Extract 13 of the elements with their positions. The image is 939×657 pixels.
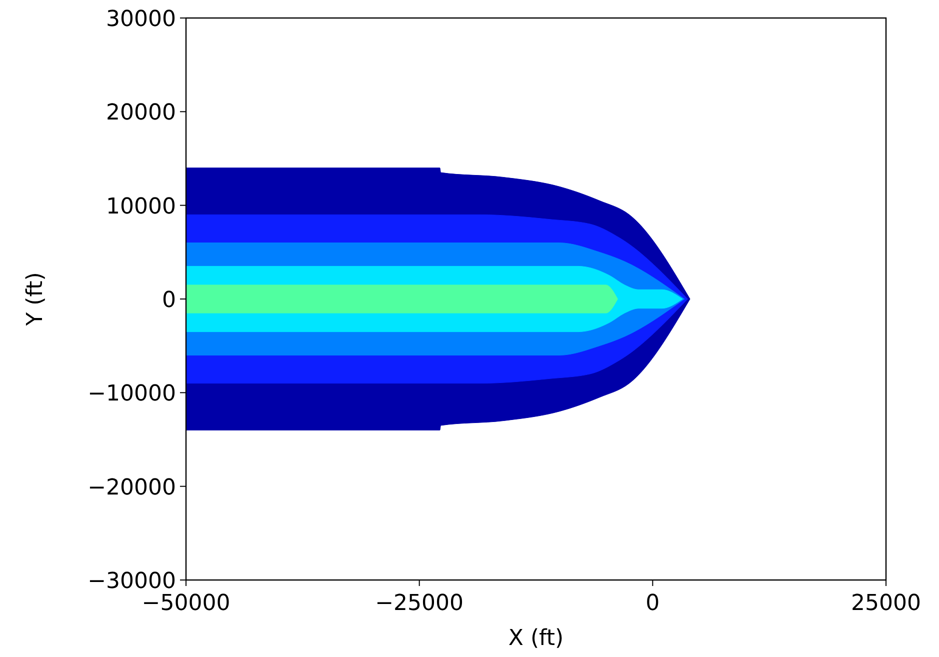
y-tick-label: 20000 — [106, 100, 176, 126]
x-tick-label: −25000 — [375, 591, 464, 616]
y-tick-label: 30000 — [106, 7, 176, 32]
x-tick-label: 25000 — [851, 591, 921, 616]
y-tick-label: −10000 — [88, 382, 176, 407]
y-tick-label: 10000 — [106, 194, 176, 220]
y-axis-title: Y (ft) — [23, 272, 48, 327]
y-tick-label: −30000 — [88, 569, 176, 594]
y-tick-label: −20000 — [88, 475, 176, 500]
x-axis-title: X (ft) — [508, 626, 564, 651]
x-tick-label: 0 — [646, 591, 660, 616]
y-tick-label: 0 — [162, 288, 176, 313]
x-tick-label: −50000 — [142, 591, 230, 616]
